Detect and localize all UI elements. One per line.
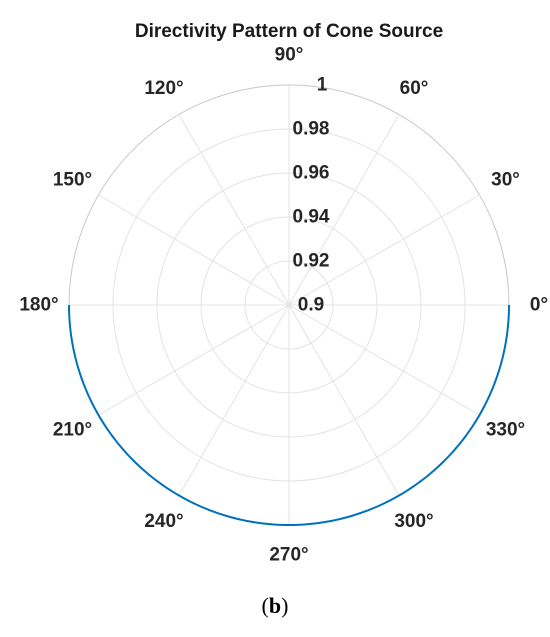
theta-tick-label-4: 120° (144, 78, 183, 99)
r-tick-label-4: 0.98 (293, 119, 330, 140)
r-tick-label-2: 0.94 (293, 207, 330, 228)
theta-grid-line-7 (98, 304, 290, 416)
polar-chart: 0° 30° 60° 90° 120° 150° 180° 210° 240° 270° 300° 3… (19, 45, 548, 566)
theta-tick-label-1: 30° (491, 170, 520, 191)
caption-letter: b (269, 593, 281, 618)
theta-tick-label-8: 240° (144, 511, 183, 532)
theta-tick-label-10: 300° (394, 511, 433, 532)
theta-tick-label-5: 150° (53, 170, 92, 191)
r-tick-label-3: 0.96 (293, 163, 330, 184)
theta-tick-label-3: 90° (275, 45, 304, 66)
r-tick-label-5: 1 (317, 75, 328, 96)
theta-tick-label-9: 270° (269, 545, 308, 566)
theta-grid-line-4 (178, 114, 290, 306)
theta-grid-line-1 (288, 194, 480, 306)
series-line-0 (68, 304, 510, 527)
theta-grid-line-8 (178, 304, 290, 496)
theta-tick-label-7: 210° (53, 420, 92, 441)
theta-grid-line-5 (98, 194, 290, 306)
theta-tick-label-11: 330° (486, 420, 525, 441)
theta-tick-label-2: 60° (400, 78, 429, 99)
series-layer (68, 304, 510, 527)
theta-tick-label-6: 180° (19, 295, 58, 316)
r-tick-label-0: 0.9 (298, 295, 324, 316)
caption-close: ) (281, 593, 288, 618)
angular-gridlines (69, 85, 509, 525)
theta-grid-line-10 (288, 304, 400, 496)
caption-open: ( (262, 593, 269, 618)
theta-grid-line-11 (288, 304, 480, 416)
theta-tick-labels: 0° 30° 60° 90° 120° 150° 180° 210° 240° 270° 300° 3… (19, 45, 548, 566)
r-tick-label-1: 0.92 (293, 251, 330, 272)
figure-caption: (b) (262, 593, 289, 618)
r-tick-labels: 0.9 0.92 0.94 0.96 0.98 1 (293, 75, 330, 316)
theta-tick-label-0: 0° (530, 295, 548, 316)
theta-grid-line-2 (288, 114, 400, 306)
chart-title: Directivity Pattern of Cone Source (135, 21, 443, 42)
